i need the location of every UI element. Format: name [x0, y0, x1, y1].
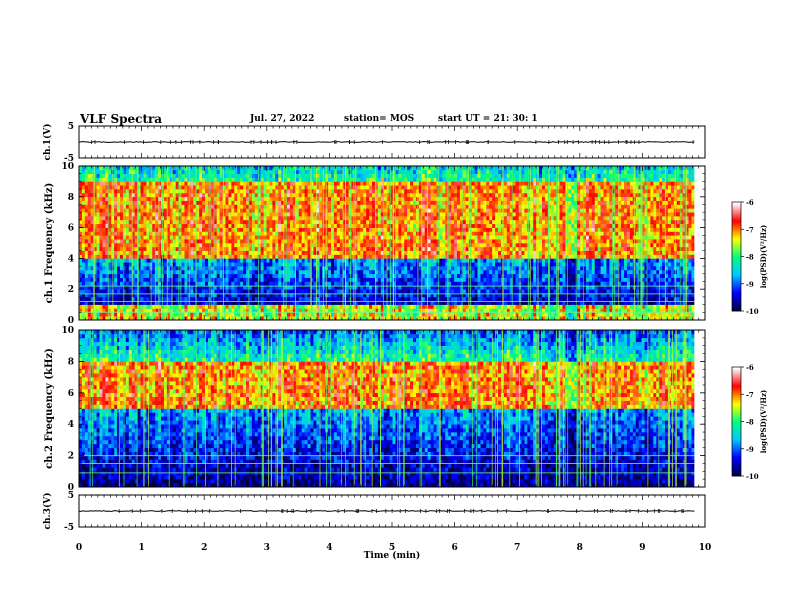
ch3-voltage-ytick: -5 — [64, 523, 74, 533]
ch1-voltage-ylabel: ch.1(V) — [42, 124, 53, 161]
ch3-voltage-ytick: 5 — [68, 491, 74, 501]
ch2-colorbar — [731, 366, 744, 477]
ch1-colorbar — [731, 201, 744, 312]
ch2-spectrogram-ytick: 8 — [68, 357, 74, 367]
colorbar-label: log(PSD)(V²/Hz) — [759, 390, 768, 454]
colorbar-tick: -10 — [746, 472, 759, 481]
x-tick-label: 7 — [514, 543, 520, 553]
colorbar-tick: -6 — [746, 198, 754, 207]
colorbar-tick: -6 — [746, 363, 754, 372]
ch1-spectrogram-ytick: 8 — [68, 193, 74, 203]
x-axis-label: Time (min) — [364, 550, 421, 561]
x-tick-label: 5 — [389, 543, 395, 553]
ch3-voltage-trace — [78, 510, 695, 512]
station-label: station= MOS — [344, 114, 415, 124]
chart-title: VLF Spectra — [80, 112, 163, 126]
ch1-spectrogram-ylabel: ch.1 Frequency (kHz) — [44, 183, 55, 304]
ch1-spectrogram-ytick: 10 — [61, 162, 74, 172]
colorbar-tick: -9 — [746, 280, 754, 289]
x-tick-label: 10 — [699, 543, 712, 553]
ch2-spectrogram-image — [79, 330, 705, 488]
x-tick-label: 6 — [451, 543, 457, 553]
ch2-spectrogram-panel — [78, 329, 706, 488]
x-tick-label: 9 — [639, 543, 645, 553]
x-tick-label: 1 — [138, 543, 144, 553]
colorbar-tick: -10 — [746, 307, 759, 316]
start-time-label: start UT = 21: 30: 1 — [438, 114, 538, 124]
ch3-voltage-panel — [78, 494, 706, 528]
ch1-spectrogram-image — [79, 166, 705, 321]
x-tick-label: 8 — [577, 543, 583, 553]
ch3-voltage-ylabel: ch.3(V) — [42, 493, 53, 530]
ch2-spectrogram-ytick: 6 — [68, 389, 74, 399]
ch2-spectrogram-ytick: 0 — [68, 483, 74, 493]
date-label: Jul. 27, 2022 — [250, 114, 315, 124]
colorbar-tick: -9 — [746, 445, 754, 454]
x-tick-label: 0 — [76, 543, 82, 553]
ch1-voltage-panel — [78, 125, 706, 159]
colorbar-tick: -7 — [746, 225, 754, 234]
ch1-voltage-trace — [78, 141, 695, 143]
ch1-spectrogram-ytick: 6 — [68, 224, 74, 234]
colorbar-tick: -8 — [746, 253, 754, 262]
x-tick-label: 2 — [201, 543, 207, 553]
x-tick-label: 3 — [264, 543, 270, 553]
colorbar-label: log(PSD)(V²/Hz) — [759, 225, 768, 289]
colorbar-tick: -8 — [746, 418, 754, 427]
x-tick-label: 4 — [326, 543, 332, 553]
ch1-spectrogram-ytick: 0 — [68, 316, 74, 326]
ch2-spectrogram-ylabel: ch.2 Frequency (kHz) — [44, 348, 55, 469]
ch1-spectrogram-ytick: 4 — [68, 254, 74, 264]
ch2-spectrogram-ytick: 4 — [68, 420, 74, 430]
ch1-voltage-ytick: -5 — [64, 154, 74, 164]
colorbar-tick: -7 — [746, 390, 754, 399]
ch2-spectrogram-ytick: 2 — [68, 452, 74, 462]
ch1-voltage-ytick: 5 — [68, 122, 74, 132]
ch1-spectrogram-panel — [78, 165, 706, 321]
ch1-spectrogram-ytick: 2 — [68, 285, 74, 295]
ch2-spectrogram-ytick: 10 — [61, 326, 74, 336]
